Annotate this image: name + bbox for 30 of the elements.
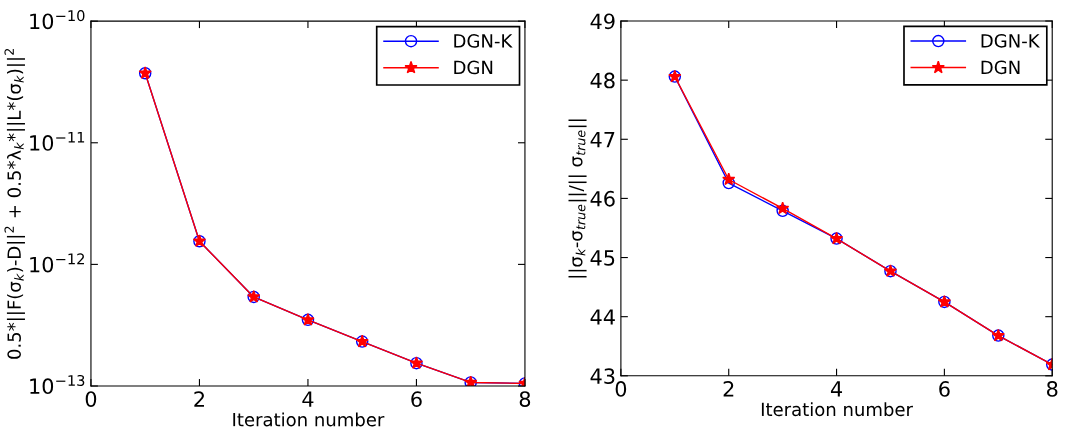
y-axis-title: ||σ$_{k}$-σ$_{true}$||/|| σ$_{true}$|| (568, 119, 587, 278)
x-tick-label: 8 (1047, 381, 1058, 397)
x-tick-label: 2 (723, 381, 734, 397)
y-tick-label: 46 (590, 190, 615, 207)
x-tick-label: 2 (194, 391, 204, 407)
point (722, 172, 736, 186)
y-tick-label: 48 (590, 72, 615, 89)
y-tick-label: 10$^{−10}$ (30, 10, 85, 30)
x-tick-label: 4 (830, 381, 843, 397)
y-tick-label: 44 (590, 309, 615, 325)
y-tick-label: 49 (590, 13, 615, 30)
legend-label: DGN (981, 60, 1020, 75)
x-tick-label: 6 (939, 381, 950, 397)
legend-label: DGN-K (454, 34, 513, 48)
y-tick-label: 10$^{−13}$ (30, 374, 85, 395)
legend-label: DGN-K (981, 33, 1040, 48)
x-tick-label: 6 (411, 391, 422, 407)
x-axis-title: Iteration number (233, 412, 385, 427)
x-tick-label: 0 (85, 391, 97, 407)
x-tick-label: 0 (615, 381, 627, 397)
y-tick-label: 45 (590, 250, 615, 266)
text: 0.5*||F(σ$_{k}$)-D||$^{2}$ + 0.5*λ$_{k}$*||L*(σ$_{k}$)||$^{2}$ (4, 49, 25, 359)
x-tick-label: 8 (519, 391, 531, 407)
y-tick-label: 10$^{−11}$ (30, 131, 85, 151)
x-axis-title: Iteration number (761, 402, 913, 417)
y-tick-label: 47 (590, 132, 615, 148)
y-tick-label: 43 (590, 368, 615, 385)
x-tick-label: 4 (302, 391, 314, 407)
legend-label: DGN (454, 60, 493, 75)
y-tick-label: 10$^{−12}$ (30, 253, 84, 273)
